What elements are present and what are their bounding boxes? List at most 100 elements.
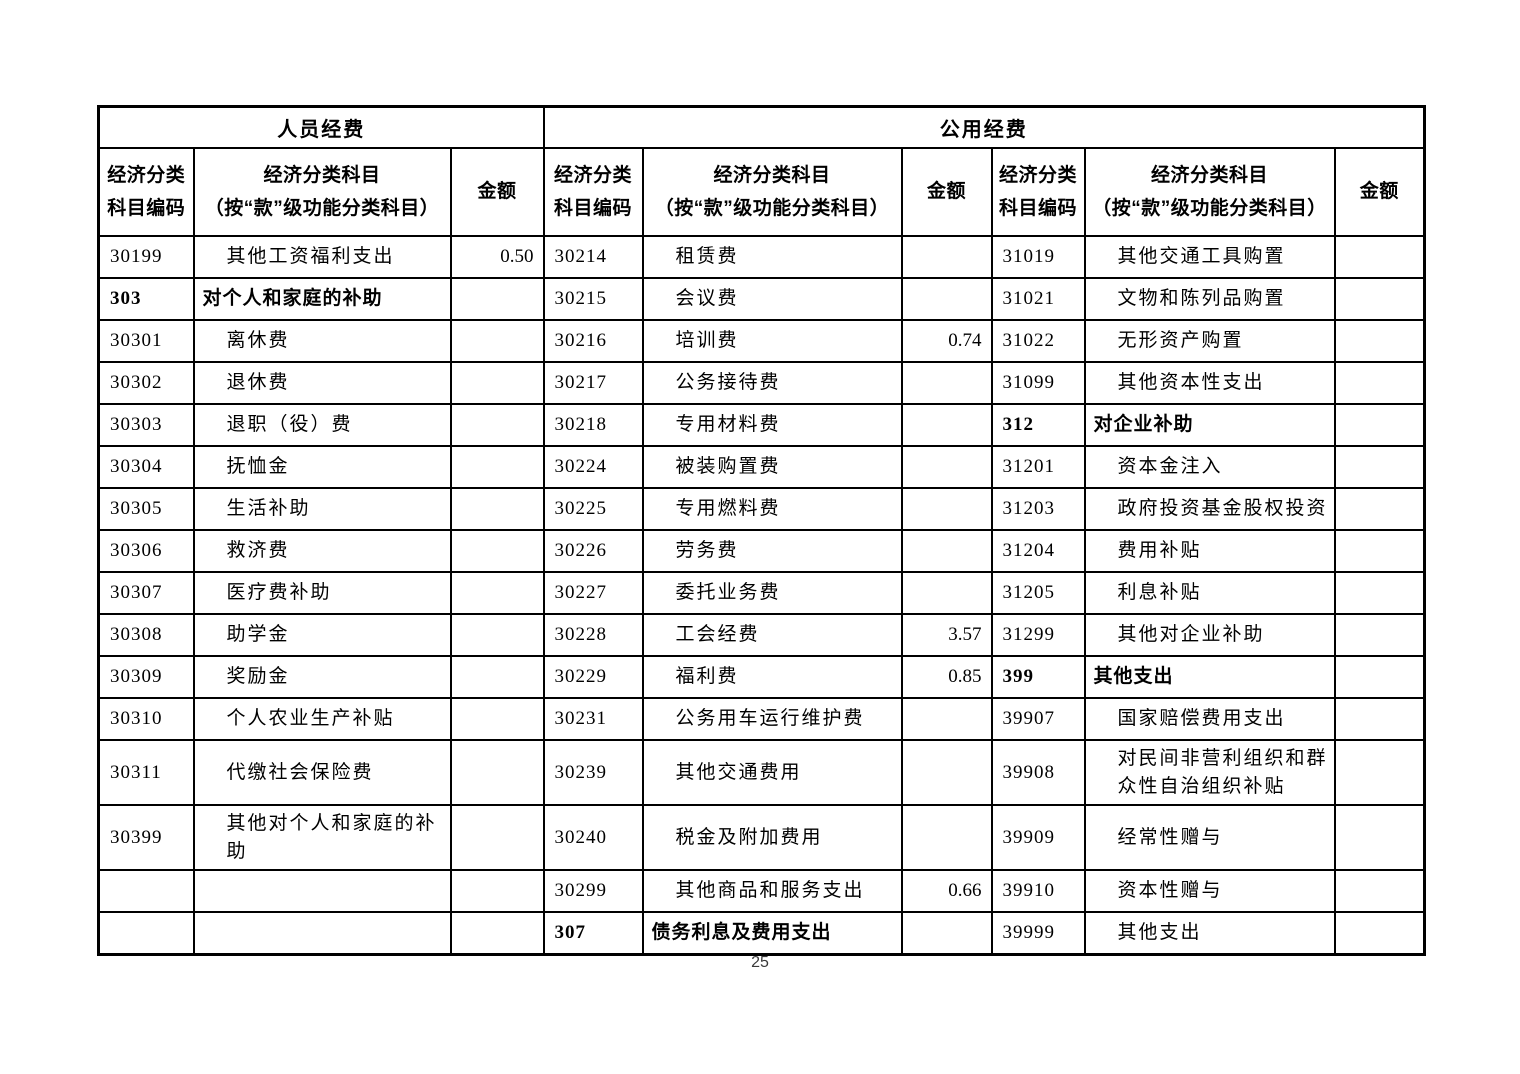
cell-code: 30227 xyxy=(542,571,644,615)
cell-code xyxy=(97,911,195,956)
cell-amount xyxy=(1333,738,1426,807)
cell-amount xyxy=(900,235,993,279)
cell-amount xyxy=(1333,697,1426,741)
cell-item-name: 抚恤金 xyxy=(192,445,452,489)
cell-item-name: 会议费 xyxy=(641,277,903,321)
cell-amount xyxy=(1333,655,1426,699)
cell-amount xyxy=(900,804,993,872)
column-header-row: 经济分类 科目编码 经济分类科目 （按“款”级功能分类科目） 金额 经济分类 科… xyxy=(97,147,1426,237)
budget-table: 人员经费 公用经费 经济分类 科目编码 经济分类科目 （按“款”级功能分类科目）… xyxy=(97,105,1427,956)
column-header-code: 经济分类 科目编码 xyxy=(542,147,644,237)
cell-amount xyxy=(1333,613,1426,657)
cell-amount xyxy=(449,277,545,321)
column-header-item: 经济分类科目 （按“款”级功能分类科目） xyxy=(1083,147,1336,237)
column-header-item: 经济分类科目 （按“款”级功能分类科目） xyxy=(192,147,452,237)
table-row: 30308 助学金 30228 工会经费 3.57 31299 其他对企业补助 xyxy=(97,613,1426,657)
cell-item-name xyxy=(192,911,452,956)
cell-code: 312 xyxy=(990,403,1086,447)
cell-item-name: 劳务费 xyxy=(641,529,903,573)
cell-code: 30228 xyxy=(542,613,644,657)
cell-code: 31205 xyxy=(990,571,1086,615)
cell-code: 31201 xyxy=(990,445,1086,489)
cell-item-name: 其他工资福利支出 xyxy=(192,235,452,279)
cell-item-name: 公务用车运行维护费 xyxy=(641,697,903,741)
cell-code: 30306 xyxy=(97,529,195,573)
cell-item-name: 债务利息及费用支出 xyxy=(641,911,903,956)
cell-item-name: 培训费 xyxy=(641,319,903,363)
cell-amount xyxy=(900,911,993,956)
cell-item-name: 资本金注入 xyxy=(1083,445,1336,489)
cell-item-name: 其他交通费用 xyxy=(641,738,903,807)
cell-item-name: 退休费 xyxy=(192,361,452,405)
cell-item-name: 公务接待费 xyxy=(641,361,903,405)
table-row: 303 对个人和家庭的补助 30215 会议费 31021 文物和陈列品购置 xyxy=(97,277,1426,321)
table-row: 30302 退休费 30217 公务接待费 31099 其他资本性支出 xyxy=(97,361,1426,405)
cell-code: 31022 xyxy=(990,319,1086,363)
cell-code: 30303 xyxy=(97,403,195,447)
cell-item-name: 医疗费补助 xyxy=(192,571,452,615)
page-number: 25 xyxy=(751,954,769,971)
column-header-code: 经济分类 科目编码 xyxy=(97,147,195,237)
table-row: 30299 其他商品和服务支出 0.66 39910 资本性赠与 xyxy=(97,869,1426,914)
cell-amount xyxy=(900,529,993,573)
cell-code: 31203 xyxy=(990,487,1086,531)
cell-code: 30239 xyxy=(542,738,644,807)
cell-code: 30309 xyxy=(97,655,195,699)
cell-code: 30225 xyxy=(542,487,644,531)
table-row: 30306 救济费 30226 劳务费 31204 费用补贴 xyxy=(97,529,1426,573)
cell-code: 31019 xyxy=(990,235,1086,279)
column-header-amount: 金额 xyxy=(900,147,993,237)
cell-item-name: 救济费 xyxy=(192,529,452,573)
group-header-row: 人员经费 公用经费 xyxy=(97,105,1426,149)
cell-code: 31099 xyxy=(990,361,1086,405)
cell-code: 31021 xyxy=(990,277,1086,321)
cell-code: 30199 xyxy=(97,235,195,279)
cell-item-name: 代缴社会保险费 xyxy=(192,738,452,807)
cell-amount xyxy=(449,529,545,573)
cell-item-name: 租赁费 xyxy=(641,235,903,279)
cell-item-name: 国家赔偿费用支出 xyxy=(1083,697,1336,741)
cell-amount xyxy=(1333,911,1426,956)
cell-code: 39907 xyxy=(990,697,1086,741)
cell-item-name: 政府投资基金股权投资 xyxy=(1083,487,1336,531)
cell-amount xyxy=(900,445,993,489)
column-header-code: 经济分类 科目编码 xyxy=(990,147,1086,237)
cell-code: 30231 xyxy=(542,697,644,741)
cell-amount xyxy=(1333,445,1426,489)
column-header-amount: 金额 xyxy=(449,147,545,237)
cell-code: 31204 xyxy=(990,529,1086,573)
cell-code: 399 xyxy=(990,655,1086,699)
cell-amount xyxy=(449,571,545,615)
table-row: 30311 代缴社会保险费 30239 其他交通费用 39908 对民间非营利组织和群众性… xyxy=(97,738,1426,807)
cell-item-name: 对个人和家庭的补助 xyxy=(192,277,452,321)
cell-code: 30218 xyxy=(542,403,644,447)
cell-code xyxy=(97,869,195,914)
cell-item-name: 对企业补助 xyxy=(1083,403,1336,447)
cell-item-name: 文物和陈列品购置 xyxy=(1083,277,1336,321)
cell-item-name: 专用燃料费 xyxy=(641,487,903,531)
cell-code: 30229 xyxy=(542,655,644,699)
cell-amount xyxy=(449,655,545,699)
cell-item-name: 个人农业生产补贴 xyxy=(192,697,452,741)
cell-amount xyxy=(1333,319,1426,363)
cell-code: 30307 xyxy=(97,571,195,615)
cell-item-name: 其他商品和服务支出 xyxy=(641,869,903,914)
cell-code: 39909 xyxy=(990,804,1086,872)
column-header-amount: 金额 xyxy=(1333,147,1426,237)
table-row: 30301 离休费 30216 培训费 0.74 31022 无形资产购置 xyxy=(97,319,1426,363)
table-row: 30304 抚恤金 30224 被装购置费 31201 资本金注入 xyxy=(97,445,1426,489)
cell-amount xyxy=(449,319,545,363)
cell-amount xyxy=(1333,804,1426,872)
cell-code: 30302 xyxy=(97,361,195,405)
cell-code: 30299 xyxy=(542,869,644,914)
cell-item-name: 奖励金 xyxy=(192,655,452,699)
cell-item-name: 其他支出 xyxy=(1083,911,1336,956)
cell-code: 39908 xyxy=(990,738,1086,807)
cell-amount xyxy=(449,361,545,405)
cell-item-name: 助学金 xyxy=(192,613,452,657)
cell-item-name: 资本性赠与 xyxy=(1083,869,1336,914)
table-row: 307 债务利息及费用支出 39999 其他支出 xyxy=(97,911,1426,956)
table-row: 30399 其他对个人和家庭的补助 30240 税金及附加费用 39909 经常性赠与 xyxy=(97,804,1426,872)
group-header-personnel-funds: 人员经费 xyxy=(97,105,545,149)
cell-code: 30215 xyxy=(542,277,644,321)
